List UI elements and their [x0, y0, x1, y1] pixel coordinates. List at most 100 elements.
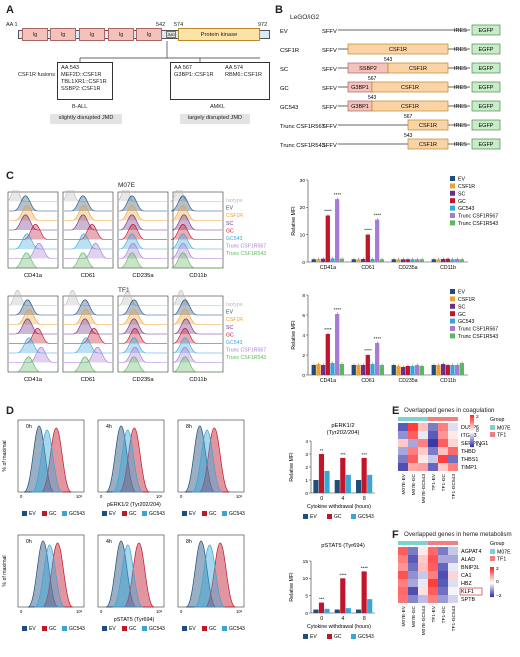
legend-swatch	[142, 511, 147, 516]
histogram-frame	[7, 295, 59, 373]
column-label: M07E-GC	[411, 605, 417, 627]
histogram-frame	[7, 191, 59, 269]
x-tick-label: 0	[180, 609, 183, 614]
legend-swatch	[450, 176, 455, 181]
legend-swatch	[182, 626, 187, 631]
legend-label: TF1	[497, 433, 506, 439]
bar	[311, 365, 316, 375]
marker-label: CD235a	[132, 273, 154, 279]
csf1r-label: CSF1R	[409, 66, 427, 72]
bar	[419, 366, 424, 375]
x-tick-label: CD235a	[398, 378, 417, 384]
bar	[334, 609, 340, 613]
histogram-curve	[119, 308, 167, 325]
legend-swatch	[182, 511, 187, 516]
phospho-bar-charts: pERK1/2(Tyr202/204) 0 1 2 3 4 Relative MFI ** 0 *…	[289, 423, 375, 640]
bar	[391, 365, 396, 375]
significance-mark: ****	[364, 348, 372, 354]
heatmap-cell	[438, 595, 448, 603]
time-label: 8h	[186, 424, 192, 430]
heatmap-cell	[448, 587, 458, 595]
bar	[400, 367, 406, 375]
y-tick-label: 0	[302, 260, 305, 266]
heatmap-cell	[438, 463, 448, 471]
bar	[334, 480, 340, 493]
bar	[450, 365, 455, 375]
histogram-curve	[9, 214, 57, 231]
histogram-curve	[9, 223, 57, 240]
histogram-curve	[9, 356, 57, 373]
coagulation-title: Overlapped genes in coagulation	[404, 407, 495, 414]
egfp-label: EGFP	[479, 47, 494, 53]
legend-swatch	[42, 626, 47, 631]
column-label: M07E-GC	[411, 473, 417, 495]
histogram-curve	[9, 299, 57, 316]
y-tick-label: 2	[305, 465, 308, 471]
marker-label: CD11b	[189, 377, 207, 383]
legend-swatch	[202, 626, 207, 631]
x-tick-label: 8	[363, 616, 366, 622]
y-tick-label: 4	[302, 333, 305, 339]
y-tick-label: 1	[305, 478, 308, 484]
group-annotation-cell	[408, 417, 418, 421]
legend-label: Trunc CSF1R567	[458, 327, 498, 333]
gene-label: THBD	[461, 449, 476, 455]
egfp-block	[471, 24, 501, 36]
heme-title: Overlapped genes in heme metabolism	[404, 531, 512, 538]
histogram-curve	[64, 252, 112, 269]
bar	[459, 259, 464, 262]
heatmap-cell	[398, 587, 408, 595]
legend-entry: GC	[226, 332, 234, 338]
histogram-curve	[119, 195, 167, 212]
histogram-curve	[40, 427, 72, 493]
heatmap-cell	[408, 463, 418, 471]
colorscale-step	[490, 591, 494, 593]
bar	[356, 365, 361, 375]
heatmap-cell	[418, 571, 428, 579]
histogram-curve	[64, 195, 112, 212]
bar-title: pERK1/2	[331, 423, 354, 429]
ig-domain-2: Ig	[50, 28, 76, 41]
bar	[335, 199, 340, 262]
legend-label: GC543	[358, 634, 374, 640]
x-tick-label: 4	[342, 616, 345, 622]
histogram-curve	[64, 223, 112, 240]
histogram-curve	[9, 204, 57, 221]
column-label: M07E-EV	[401, 605, 407, 626]
y-tick-label: 6	[302, 313, 305, 319]
heatmap-cell	[398, 455, 408, 463]
colorscale-step	[470, 440, 474, 443]
colorscale-step	[470, 431, 474, 433]
colorscale-step	[470, 442, 474, 444]
ig-domain-1: Ig	[22, 28, 48, 41]
column-label: TF1-GC	[441, 473, 447, 491]
heatmap-cell	[408, 423, 418, 431]
colorscale-max: 2	[476, 415, 479, 420]
colorscale-step	[470, 419, 474, 422]
bar	[330, 258, 335, 262]
bar	[375, 219, 380, 262]
jmd-domain: JMD	[166, 31, 176, 38]
legend-label: EV	[458, 177, 465, 183]
column-label: TF1-GC	[441, 605, 447, 623]
heatmap-cell	[418, 431, 428, 439]
heatmap-cell	[448, 455, 458, 463]
legend-swatch	[450, 183, 455, 189]
histogram-curve	[64, 356, 112, 373]
histogram-curve	[172, 327, 222, 344]
legend-label: GC	[129, 511, 137, 517]
bar	[324, 470, 330, 493]
group-annotation-cell	[428, 417, 438, 421]
legend-label: EV	[310, 514, 317, 520]
heatmap-cell	[438, 587, 448, 595]
significance-mark: ****	[374, 336, 382, 342]
x-tick-label: CD41a	[320, 265, 336, 271]
heatmap-cell	[428, 463, 438, 471]
heatmap-cell	[448, 547, 458, 555]
legend-entry: Trunc CSF1R543	[226, 355, 266, 361]
bar	[320, 258, 326, 262]
legend-label: GC	[49, 626, 57, 632]
y-axis-label: Relative MFI	[289, 572, 295, 601]
legend-label: EV	[189, 626, 196, 632]
